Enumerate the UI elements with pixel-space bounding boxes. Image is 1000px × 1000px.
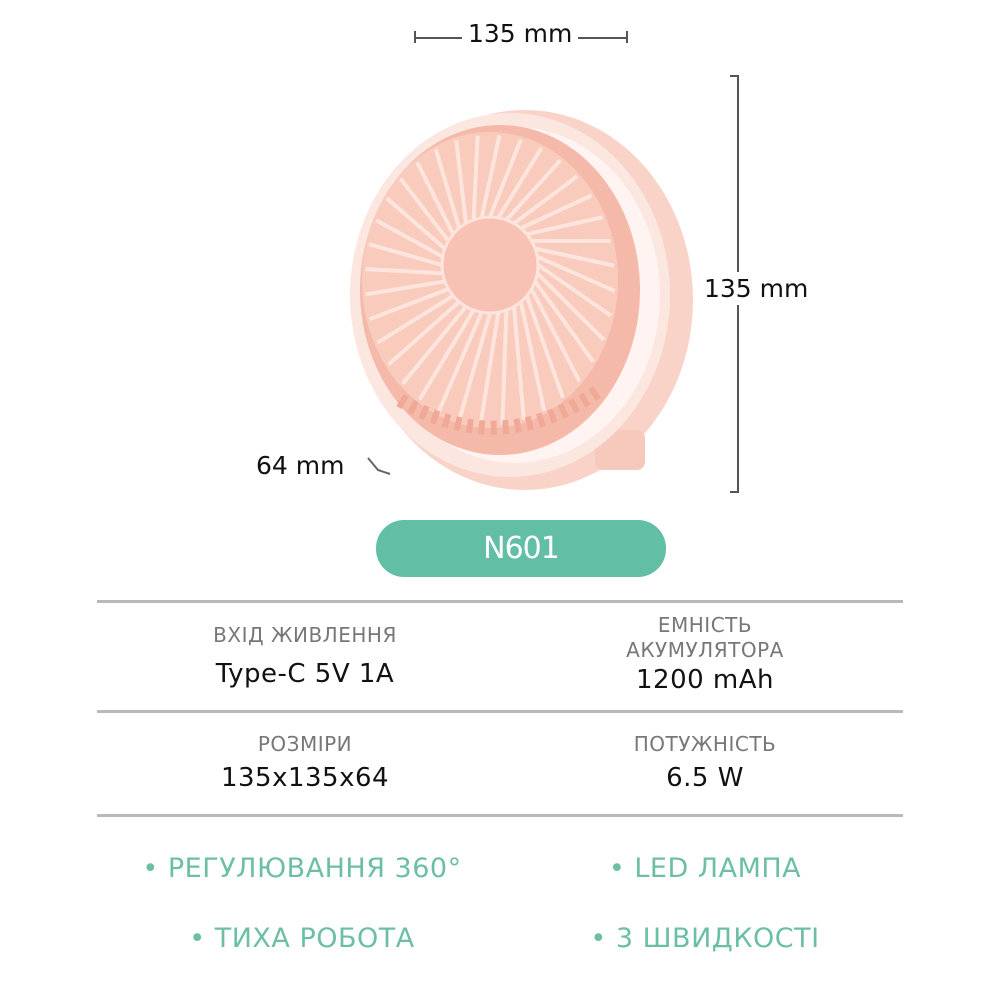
divider xyxy=(97,600,903,603)
fan-grill-spoke xyxy=(536,263,613,318)
spec-label: ЕМНІСТЬ АКУМУЛЯТОРА xyxy=(626,613,784,662)
spec-value: 135x135x64 xyxy=(220,763,390,793)
fan-grill-spoke xyxy=(518,301,547,412)
fan-grill-spoke xyxy=(368,287,450,322)
feature-item: • РЕГУЛЮВАННЯ 360° xyxy=(142,853,462,884)
depth-dimension-label: 64 mm xyxy=(256,451,345,480)
spec-dimensions: РОЗМІРИ 135x135x64 xyxy=(105,732,505,795)
fan-grill-spoke xyxy=(387,300,461,367)
fan-grill-spoke xyxy=(376,294,455,345)
divider xyxy=(97,710,903,713)
fan-grill-spoke xyxy=(534,246,615,268)
fan-grill-spoke xyxy=(433,148,462,229)
fan-grill-spoke xyxy=(526,215,604,237)
fan-grill-spoke xyxy=(535,271,606,342)
height-dimension-label: 135 mm xyxy=(700,272,813,305)
height-dimension-tick-bottom xyxy=(730,491,739,493)
fan-grill-spoke xyxy=(401,305,468,386)
fan-grill-spoke xyxy=(479,134,502,219)
width-dimension-label: 135 mm xyxy=(462,19,579,48)
feature-item: • 3 ШВИДКОСТІ xyxy=(590,923,820,954)
fan-grill-spoke xyxy=(478,311,501,425)
fan-grill-spoke xyxy=(417,309,476,401)
spec-label: ПОТУЖНІСТЬ xyxy=(633,732,777,756)
spec-power-input: ВХІД ЖИВЛЕННЯ Type-C 5V 1A xyxy=(105,623,505,691)
fan-grill-spoke xyxy=(488,138,523,218)
fan-grill-spoke xyxy=(368,242,443,267)
height-dimension-tick-top xyxy=(730,75,739,77)
spec-label: РОЗМІРИ xyxy=(257,732,353,756)
spec-value: Type-C 5V 1A xyxy=(215,659,395,689)
width-dimension-tick-right xyxy=(626,31,628,43)
spec-power: ПОТУЖНІСТЬ 6.5 W xyxy=(505,732,905,795)
fan-grill-spoke xyxy=(457,312,492,422)
spec-label: ВХІД ЖИВЛЕННЯ xyxy=(213,623,397,647)
fan-grill-spoke xyxy=(415,161,456,236)
fan-grill-spoke xyxy=(398,177,451,243)
model-badge: N601 xyxy=(376,520,666,577)
fan-grill-spoke xyxy=(365,267,443,276)
fan-grill-spoke xyxy=(504,158,562,222)
fan-grill-spoke xyxy=(496,146,544,219)
fan-grill-spoke xyxy=(524,295,565,399)
fan-grill-spoke xyxy=(500,310,509,425)
fan-grill-spoke xyxy=(533,280,595,363)
divider xyxy=(97,814,903,817)
spec-value: 1200 mAh xyxy=(635,665,775,695)
fan-grill-spoke xyxy=(385,196,447,251)
spec-battery-capacity: ЕМНІСТЬ АКУМУЛЯТОРА 1200 mAh xyxy=(505,613,905,697)
fan-grill-spoke xyxy=(454,140,468,224)
fan-grill-spoke xyxy=(365,279,446,297)
fan-grill-spoke xyxy=(520,193,593,231)
fan-grill-spoke xyxy=(529,288,582,383)
depth-dimension-line xyxy=(367,457,391,475)
fan-grill-spoke xyxy=(536,254,616,293)
feature-item: • ТИХА РОБОТА xyxy=(189,923,415,954)
fan-grill-spoke xyxy=(375,218,444,259)
feature-item: • LED ЛАМПА xyxy=(608,853,802,884)
fan-product-image xyxy=(350,110,693,490)
fan-grill-spoke xyxy=(471,135,480,220)
fan-grill-spoke xyxy=(436,311,484,413)
fan-grill-spoke xyxy=(512,306,526,420)
spec-value: 6.5 W xyxy=(666,763,744,793)
fan-grill-spoke xyxy=(512,174,579,226)
width-dimension-tick-left xyxy=(414,31,416,43)
